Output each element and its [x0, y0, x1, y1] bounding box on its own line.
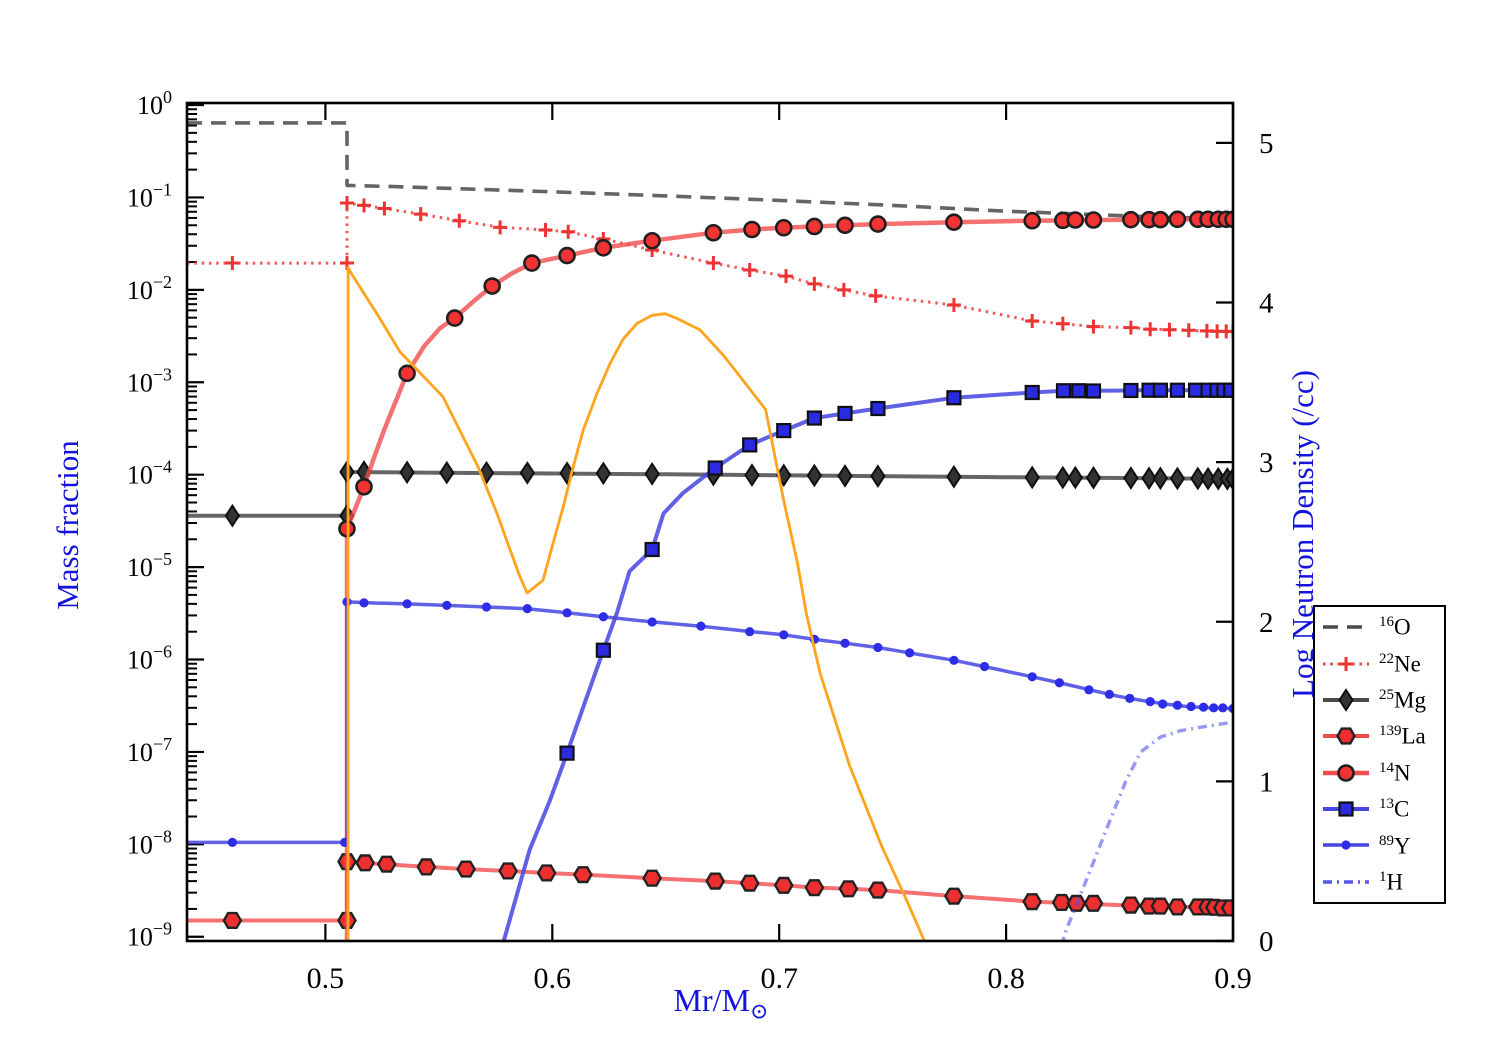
- y-left-tick-label: 10−8: [127, 826, 172, 859]
- legend-sample-c13: [1323, 801, 1369, 817]
- x-axis-label-main: Mr/M: [673, 982, 751, 1018]
- x-axis-label: Mr/M⊙: [674, 982, 769, 1024]
- series-h1: [1061, 720, 1233, 941]
- series-y89: [187, 597, 1233, 847]
- y-left-tick-label: 10−1: [127, 179, 172, 212]
- y-right-tick-label: 2: [1259, 607, 1274, 639]
- series-ne22: [187, 196, 1233, 339]
- legend-item-n14: 14N: [1315, 756, 1444, 790]
- x-tick-label: 0.7: [760, 962, 798, 995]
- legend-label-h1: 1H: [1379, 868, 1404, 895]
- series-neutron-density: [346, 266, 926, 941]
- y-right-tick-label: 4: [1259, 288, 1274, 320]
- y-right-tick-label: 0: [1259, 926, 1274, 958]
- sun-symbol: ⊙: [750, 998, 769, 1024]
- legend-label-n14: 14N: [1379, 759, 1411, 786]
- legend-item-la139: 139La: [1315, 719, 1444, 753]
- y-left-tick-label: 10−5: [127, 549, 172, 582]
- legend-item-o16: 16O: [1315, 610, 1444, 644]
- x-tick-label: 0.6: [534, 962, 572, 995]
- legend-label-la139: 139La: [1379, 723, 1426, 750]
- series-c13: [501, 382, 1233, 941]
- legend-label-y89: 89Y: [1379, 832, 1411, 859]
- legend-label-mg25: 25Mg: [1379, 687, 1426, 713]
- legend-item-mg25: 25Mg: [1315, 683, 1444, 717]
- legend: 16O 22Ne 25Mg 139La 14N 13C 89Y 1H: [1313, 605, 1446, 904]
- legend-label-c13: 13C: [1379, 796, 1410, 822]
- legend-sample-n14: [1323, 763, 1369, 782]
- y-right-tick-label: 3: [1259, 447, 1274, 479]
- plot-border: [185, 101, 1235, 943]
- y-left-tick-label: 10−2: [127, 272, 172, 305]
- series-la139: [187, 853, 1233, 929]
- legend-item-y89: 89Y: [1315, 828, 1444, 862]
- legend-sample-mg25: [1323, 688, 1369, 712]
- x-tick-label: 0.9: [1214, 962, 1252, 995]
- legend-item-c13: 13C: [1315, 792, 1444, 826]
- legend-item-h1: 1H: [1315, 865, 1444, 899]
- legend-sample-h1: [1323, 880, 1369, 884]
- y-left-tick-label: 10−3: [127, 364, 172, 397]
- y-left-tick-label: 10−7: [127, 734, 172, 767]
- series-group: [187, 121, 1233, 941]
- y-right-tick-label: 5: [1259, 128, 1274, 160]
- legend-label-ne22: 22Ne: [1379, 650, 1421, 677]
- legend-sample-o16: [1323, 625, 1369, 629]
- legend-label-o16: 16O: [1379, 614, 1411, 641]
- legend-sample-y89: [1323, 840, 1369, 851]
- legend-sample-la139: [1323, 727, 1369, 745]
- y-right-tick-label: 1: [1259, 766, 1274, 798]
- y-left-tick-label: 10−9: [127, 919, 172, 952]
- legend-item-ne22: 22Ne: [1315, 647, 1444, 681]
- y-left-tick-label: 10−6: [127, 642, 172, 675]
- series-n14: [338, 210, 1233, 941]
- y-axis-label-left: Mass fraction: [50, 440, 85, 610]
- legend-sample-ne22: [1323, 656, 1369, 671]
- x-tick-label: 0.8: [987, 962, 1025, 995]
- y-left-tick-label: 10−4: [127, 457, 172, 490]
- y-left-tick-label: 100: [137, 87, 172, 120]
- x-tick-label: 0.5: [307, 962, 345, 995]
